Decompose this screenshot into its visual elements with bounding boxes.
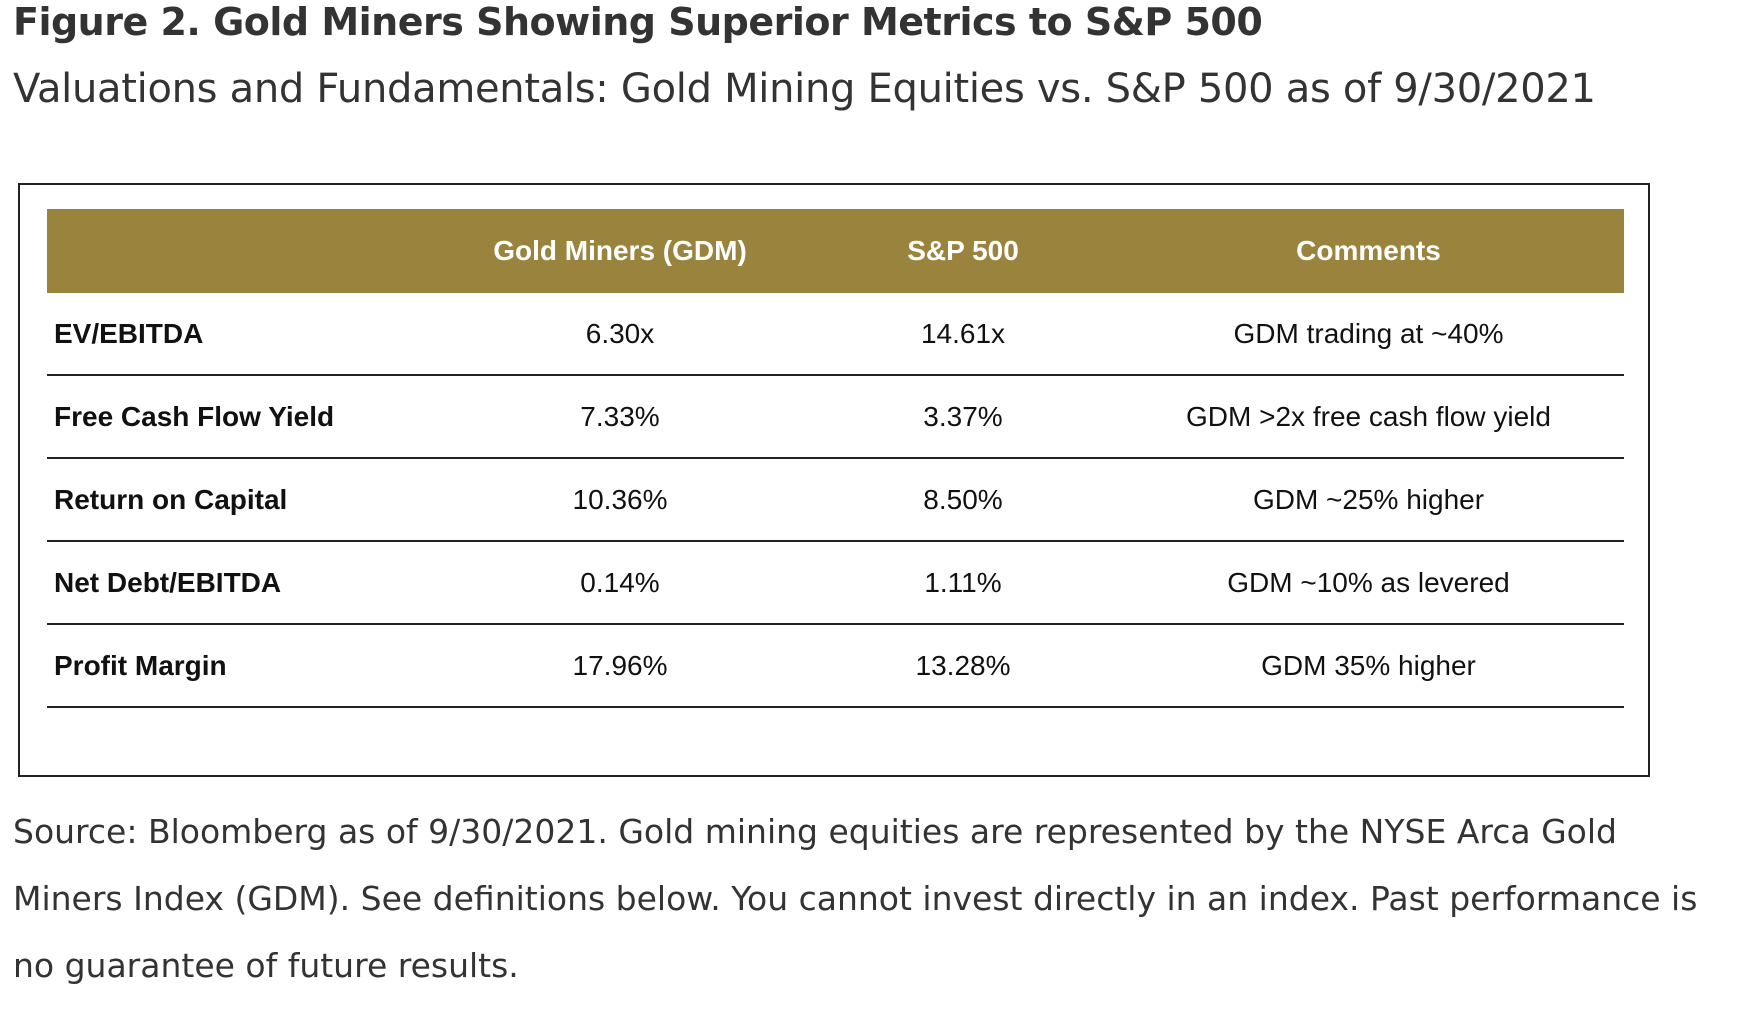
column-header: S&P 500 [813, 209, 1113, 293]
cell: 8.50% [813, 458, 1113, 542]
row-label: Profit Margin [47, 624, 427, 708]
cell: GDM ~10% as levered [1113, 541, 1624, 625]
title: Figure 2. Gold Miners Showing Superior M… [13, 0, 1263, 44]
header-row: Gold Miners (GDM) S&P 500 Comments [47, 209, 1624, 293]
cell: 17.96% [427, 624, 813, 708]
table-row: Profit Margin 17.96% 13.28% GDM 35% higher [47, 624, 1624, 708]
cell: 0.14% [427, 541, 813, 625]
cell: 10.36% [427, 458, 813, 542]
row-label: Return on Capital [47, 458, 427, 542]
table: Gold Miners (GDM) S&P 500 Comments EV/EBIT… [47, 209, 1624, 708]
column-header [47, 209, 427, 293]
cell: GDM ~25% higher [1113, 458, 1624, 542]
cell: GDM trading at ~40% [1113, 293, 1624, 376]
column-header: Comments [1113, 209, 1624, 293]
cell: 14.61x [813, 293, 1113, 376]
column-header: Gold Miners (GDM) [427, 209, 813, 293]
cell: GDM >2x free cash flow yield [1113, 375, 1624, 459]
cell: 1.11% [813, 541, 1113, 625]
cell: 13.28% [813, 624, 1113, 708]
row-label: Net Debt/EBITDA [47, 541, 427, 625]
source-note: Source: Bloomberg as of 9/30/2021. Gold … [13, 812, 1698, 985]
table-row: Free Cash Flow Yield 7.33% 3.37% GDM >2x fr… [47, 375, 1624, 459]
cell: 3.37% [813, 375, 1113, 459]
subtitle: Valuations and Fundamentals: Gold Mining… [13, 66, 1596, 112]
table-row: Net Debt/EBITDA 0.14% 1.11% GDM ~10% as lev… [47, 541, 1624, 625]
table-row: EV/EBITDA 6.30x 14.61x GDM trading at ~40% [47, 293, 1624, 376]
table-frame: Gold Miners (GDM) S&P 500 Comments EV/EBIT… [18, 183, 1650, 777]
cell: 7.33% [427, 375, 813, 459]
row-label: EV/EBITDA [47, 293, 427, 376]
row-label: Free Cash Flow Yield [47, 375, 427, 459]
cell: GDM 35% higher [1113, 624, 1624, 708]
table-row: Return on Capital 10.36% 8.50% GDM ~25% hig… [47, 458, 1624, 542]
cell: 6.30x [427, 293, 813, 376]
